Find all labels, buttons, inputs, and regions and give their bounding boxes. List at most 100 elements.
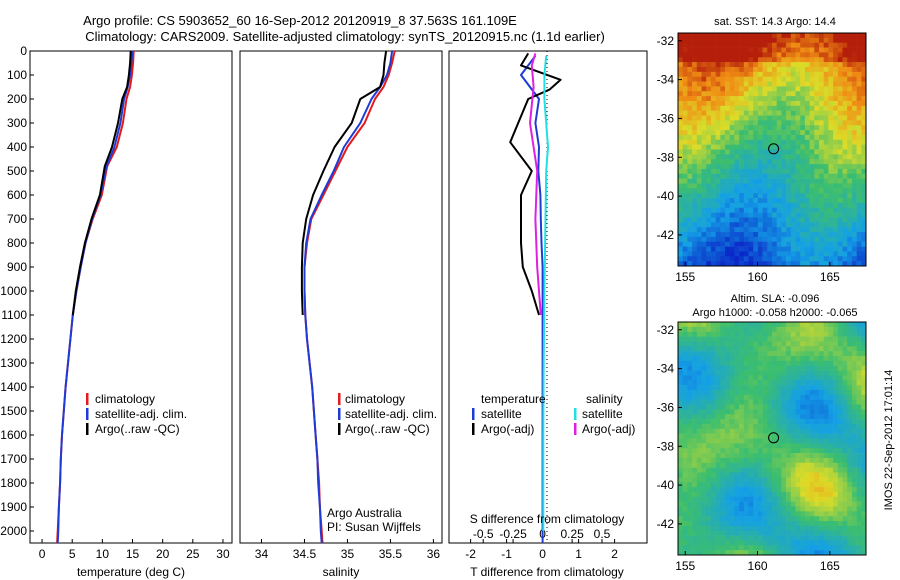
heatmap-cell: [743, 47, 749, 53]
heatmap-cell: [786, 144, 792, 150]
heatmap-cell: [800, 188, 806, 194]
heatmap-cell: [762, 193, 768, 199]
heatmap-cell: [804, 380, 810, 386]
heatmap-cell: [795, 355, 801, 362]
heatmap-cell: [781, 336, 787, 342]
heatmap-cell: [753, 47, 759, 53]
heatmap-cell: [833, 193, 839, 199]
heatmap-cell: [743, 164, 749, 170]
heatmap-cell: [819, 389, 824, 396]
heatmap-cell: [748, 360, 754, 366]
heatmap-cell: [786, 467, 792, 473]
heatmap-cell: [739, 351, 745, 357]
heatmap-cell: [678, 207, 683, 213]
heatmap-cell: [819, 246, 824, 252]
heatmap-cell: [687, 535, 693, 541]
heatmap-cell: [706, 443, 712, 449]
heatmap-cell: [767, 154, 773, 160]
heatmap-cell: [786, 134, 792, 141]
heatmap-cell: [790, 139, 796, 145]
heatmap-cell: [729, 178, 735, 184]
heatmap-cell: [701, 535, 707, 541]
heatmap-cell: [720, 341, 726, 347]
heatmap-cell: [701, 453, 707, 459]
heatmap-cell: [762, 506, 768, 512]
heatmap-cell: [753, 375, 759, 381]
heatmap-cell: [804, 256, 810, 262]
heatmap-cell: [720, 188, 726, 194]
heatmap-cell: [809, 506, 815, 512]
heatmap-cell: [795, 81, 801, 87]
heatmap-cell: [856, 198, 862, 204]
heatmap-cell: [795, 521, 801, 527]
heatmap-cell: [837, 134, 843, 141]
heatmap-cell: [696, 472, 702, 478]
heatmap-cell: [734, 115, 740, 121]
heatmap-cell: [753, 341, 759, 347]
heatmap-cell: [687, 37, 693, 43]
heatmap-cell: [861, 477, 867, 483]
heatmap-cell: [753, 394, 759, 400]
heatmap-cell: [725, 472, 730, 478]
heatmap-cell: [809, 355, 815, 362]
heatmap-cell: [682, 360, 688, 366]
heatmap-cell: [800, 120, 806, 126]
heatmap-cell: [842, 33, 848, 39]
heatmap-cell: [781, 120, 787, 126]
heatmap-cell: [856, 164, 862, 170]
heatmap-cell: [678, 336, 683, 342]
heatmap-cell: [790, 149, 796, 155]
heatmap-cell: [706, 173, 712, 179]
heatmap-cell: [800, 217, 806, 223]
heatmap-cell: [819, 105, 824, 111]
heatmap-cell: [786, 360, 792, 366]
heatmap-cell: [795, 501, 801, 507]
heatmap-cell: [739, 71, 745, 77]
heatmap-cell: [748, 261, 754, 267]
heatmap-cell: [743, 409, 749, 415]
heatmap-cell: [828, 164, 834, 170]
heatmap-cell: [748, 535, 754, 541]
heatmap-cell: [847, 227, 853, 233]
heatmap-cell: [743, 448, 749, 454]
heatmap-cell: [828, 487, 834, 493]
heatmap-cell: [842, 188, 848, 194]
heatmap-cell: [837, 550, 843, 556]
heatmap-cell: [814, 193, 820, 199]
heatmap-cell: [800, 144, 806, 150]
heatmap-cell: [837, 154, 843, 160]
heatmap-cell: [706, 423, 712, 430]
heatmap-cell: [772, 227, 777, 233]
heatmap-cell: [715, 125, 721, 131]
heatmap-cell: [847, 159, 853, 165]
heatmap-cell: [790, 91, 796, 97]
heatmap-cell: [776, 236, 782, 243]
heatmap-cell: [696, 154, 702, 160]
heatmap-cell: [847, 516, 853, 522]
heatmap-cell: [767, 322, 773, 328]
heatmap-cell: [757, 521, 763, 527]
heatmap-cell: [715, 256, 721, 262]
heatmap-cell: [795, 399, 801, 405]
heatmap-cell: [776, 139, 782, 145]
heatmap-cell: [809, 37, 815, 43]
depth-tick-label: 1600: [0, 428, 27, 442]
heatmap-cell: [781, 409, 787, 415]
heatmap-cell: [743, 346, 749, 352]
depth-tick-label: 1500: [0, 404, 27, 418]
heatmap-cell: [767, 217, 773, 223]
sla-map-axes: 155 160 165-32-34-36-38-40-42: [657, 323, 841, 573]
heatmap-cell: [861, 173, 867, 179]
depth-tick-label: 800: [7, 236, 27, 250]
heatmap-cell: [828, 360, 834, 366]
heatmap-cell: [678, 457, 683, 464]
heatmap-cell: [762, 251, 768, 257]
heatmap-cell: [837, 42, 843, 48]
heatmap-cell: [696, 100, 702, 107]
heatmap-cell: [725, 66, 730, 73]
heatmap-cell: [861, 341, 867, 347]
heatmap-cell: [734, 462, 740, 468]
heatmap-cell: [837, 428, 843, 434]
heatmap-cell: [786, 91, 792, 97]
heatmap-cell: [819, 438, 824, 444]
